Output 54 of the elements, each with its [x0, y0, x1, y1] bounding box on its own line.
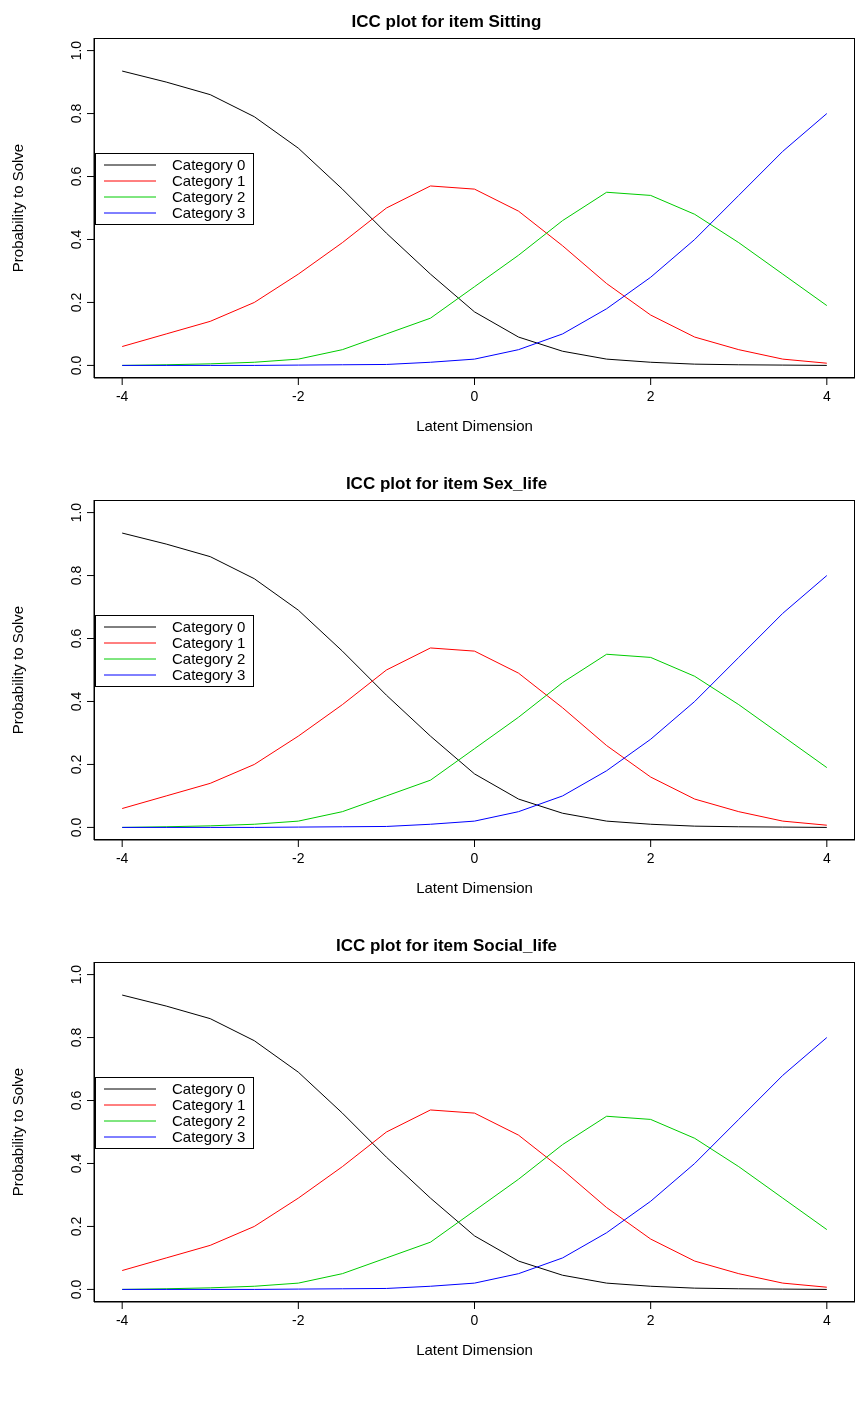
chart-title: ICC plot for item Social_life [334, 936, 558, 956]
y-tick-label: 0.0 [68, 355, 84, 376]
x-tick-label: -4 [115, 387, 129, 404]
chart-title: ICC plot for item Sitting [350, 12, 543, 32]
y-tick-label: 0.6 [68, 166, 84, 187]
y-axis-title: Probability to Solve [9, 143, 27, 273]
x-tick-label: -4 [115, 849, 129, 866]
legend-label: Category 3 [172, 1128, 246, 1145]
x-tick-label: 2 [646, 849, 655, 866]
x-tick-label: 4 [822, 849, 831, 866]
y-tick-label: 0.4 [68, 229, 84, 250]
legend-label: Category 2 [172, 650, 246, 667]
y-tick-label: 1.0 [68, 964, 84, 985]
y-tick-label: 0.8 [68, 1027, 84, 1048]
x-tick-label: -2 [292, 387, 305, 404]
x-axis-title: Latent Dimension [416, 878, 533, 896]
legend-label: Category 1 [172, 172, 246, 189]
x-tick-label: 4 [822, 387, 831, 404]
y-tick-label: 0.4 [68, 691, 84, 712]
legend-label: Category 0 [172, 156, 246, 173]
x-tick-label: 0 [470, 849, 479, 866]
legend-label: Category 0 [172, 1080, 246, 1097]
y-axis-title: Probability to Solve [9, 1067, 27, 1197]
x-tick-label: -2 [292, 1311, 305, 1328]
x-axis-title: Latent Dimension [416, 1340, 533, 1358]
y-tick-label: 0.8 [68, 103, 84, 124]
x-tick-label: 2 [646, 387, 655, 404]
y-tick-label: 0.0 [68, 1279, 84, 1300]
legend-label: Category 2 [172, 1112, 246, 1129]
y-tick-label: 0.6 [68, 1090, 84, 1111]
x-axis-title: Latent Dimension [416, 416, 533, 434]
y-tick-label: 0.2 [68, 754, 84, 775]
legend-label: Category 3 [172, 666, 246, 683]
chart-title: ICC plot for item Sex_life [344, 474, 549, 494]
y-tick-label: 0.0 [68, 817, 84, 838]
x-tick-label: 0 [470, 1311, 479, 1328]
legend-label: Category 2 [172, 188, 246, 205]
legend-label: Category 1 [172, 634, 246, 651]
y-axis-title: Probability to Solve [9, 605, 27, 735]
legend-label: Category 1 [172, 1096, 246, 1113]
x-tick-label: 4 [822, 1311, 831, 1328]
y-tick-label: 0.2 [68, 1216, 84, 1237]
y-tick-label: 0.4 [68, 1153, 84, 1174]
y-tick-label: 0.2 [68, 292, 84, 313]
y-tick-label: 1.0 [68, 40, 84, 61]
y-tick-label: 0.8 [68, 565, 84, 586]
legend-label: Category 0 [172, 618, 246, 635]
x-tick-label: -4 [115, 1311, 129, 1328]
y-tick-label: 1.0 [68, 502, 84, 523]
y-tick-label: 0.6 [68, 628, 84, 649]
x-tick-label: 0 [470, 387, 479, 404]
x-tick-label: -2 [292, 849, 305, 866]
legend-label: Category 3 [172, 204, 246, 221]
x-tick-label: 2 [646, 1311, 655, 1328]
